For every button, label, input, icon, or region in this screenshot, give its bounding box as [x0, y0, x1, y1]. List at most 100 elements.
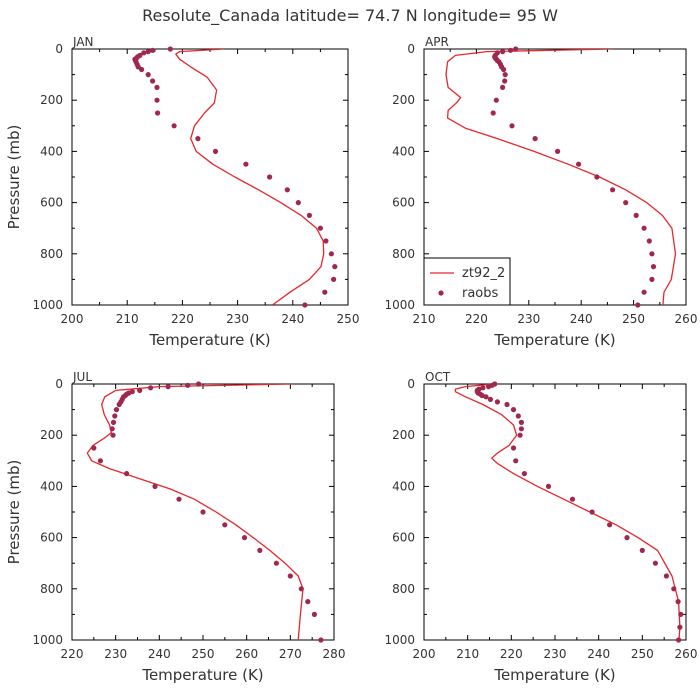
y-tick-label: 0	[407, 42, 415, 56]
model-line-zt92_2	[175, 49, 325, 305]
obs-point	[545, 483, 552, 489]
obs-point	[328, 251, 334, 257]
obs-point	[650, 264, 657, 270]
legend-obs-label: raobs	[462, 286, 499, 301]
obs-point	[486, 384, 492, 390]
x-tick-label: 260	[235, 647, 258, 661]
obs-point	[195, 136, 201, 142]
obs-point	[167, 46, 173, 52]
obs-point	[513, 46, 519, 52]
y-tick-label: 800	[40, 247, 63, 261]
y-tick-label: 400	[40, 479, 63, 493]
obs-point	[176, 496, 182, 502]
plot-frame	[71, 48, 349, 306]
obs-point	[676, 637, 682, 643]
y-tick-label: 200	[392, 93, 415, 107]
x-axis-label: Temperature (K)	[141, 666, 263, 684]
y-tick-label: 1000	[384, 298, 415, 312]
obs-point	[649, 276, 655, 282]
obs-point	[116, 401, 122, 408]
obs-point	[576, 161, 582, 167]
x-tick-label: 240	[587, 647, 610, 661]
obs-point	[267, 174, 273, 180]
obs-point	[510, 407, 517, 413]
chart-panel-apr: 210 220 230 240 250 260 0 200 400 600 800 1000 APR Te…	[384, 35, 697, 349]
x-tick-label: 250	[337, 312, 360, 326]
panel-label: JAN	[72, 35, 94, 49]
x-axis-label: Temperature (K)	[493, 331, 615, 349]
y-tick-label: 1000	[32, 633, 63, 647]
obs-point	[594, 174, 600, 180]
x-tick-label: 200	[413, 647, 436, 661]
obs-point	[311, 611, 317, 618]
obs-point	[490, 110, 496, 116]
obs-point	[241, 535, 248, 541]
obs-point	[154, 84, 160, 90]
obs-point	[287, 573, 293, 579]
obs-point	[331, 276, 337, 282]
obs-point	[675, 599, 681, 605]
obs-point	[212, 148, 219, 154]
x-tick-label: 220	[61, 647, 84, 661]
obs-point	[145, 72, 151, 78]
model-line-zt92_2	[454, 384, 681, 640]
y-tick-label: 0	[407, 377, 415, 391]
plot-frame	[423, 383, 687, 641]
x-tick-label: 250	[192, 647, 215, 661]
obs-point	[110, 419, 117, 425]
x-tick-label: 240	[148, 647, 171, 661]
y-tick-label: 1000	[32, 298, 63, 312]
obs-point	[639, 547, 645, 554]
obs-point	[185, 382, 191, 388]
obs-point	[154, 97, 160, 103]
obs-point	[518, 419, 525, 425]
obs-point	[110, 432, 116, 438]
obs-point	[607, 522, 613, 528]
obs-point	[113, 407, 120, 413]
x-tick-label: 230	[517, 312, 540, 326]
chart-panel-jul: 220 230 240 250 260 270 280 0 200 400 600 800 1000 JU…	[5, 370, 345, 684]
obs-point	[284, 187, 290, 193]
obs-point	[112, 413, 118, 419]
figure-title: Resolute_Canada latitude= 74.7 N longitu…	[142, 6, 558, 26]
x-tick-label: 210	[413, 312, 436, 326]
obs-point	[171, 123, 177, 129]
obs-point	[318, 637, 324, 643]
obs-point	[502, 72, 508, 78]
obs-point	[322, 289, 328, 295]
x-tick-label: 260	[675, 647, 698, 661]
obs-point	[663, 573, 670, 579]
obs-point	[641, 225, 647, 231]
obs-point	[500, 84, 506, 90]
obs-point	[295, 200, 301, 206]
obs-point	[155, 110, 161, 116]
obs-point	[141, 50, 147, 56]
obs-point	[200, 509, 206, 515]
x-tick-label: 210	[456, 647, 479, 661]
model-line-zt92_2	[86, 384, 304, 640]
obs-point	[515, 413, 521, 419]
y-tick-label: 1000	[384, 633, 415, 647]
x-tick-label: 240	[570, 312, 593, 326]
obs-point	[97, 458, 103, 464]
x-tick-label: 210	[116, 312, 139, 326]
obs-point	[521, 471, 528, 477]
y-tick-label: 400	[392, 479, 415, 493]
obs-point	[518, 426, 525, 432]
obs-point	[633, 212, 639, 218]
y-axis-label: Pressure (mb)	[5, 125, 23, 230]
obs-point	[652, 560, 659, 566]
obs-point	[317, 225, 323, 231]
x-tick-label: 240	[281, 312, 304, 326]
obs-point	[148, 385, 154, 391]
x-tick-label: 270	[279, 647, 302, 661]
y-tick-label: 800	[40, 582, 63, 596]
y-tick-label: 200	[392, 428, 415, 442]
obs-point	[555, 148, 561, 154]
y-tick-label: 600	[40, 531, 63, 545]
y-tick-label: 600	[392, 531, 415, 545]
obs-point	[152, 483, 158, 489]
obs-point	[257, 547, 263, 554]
